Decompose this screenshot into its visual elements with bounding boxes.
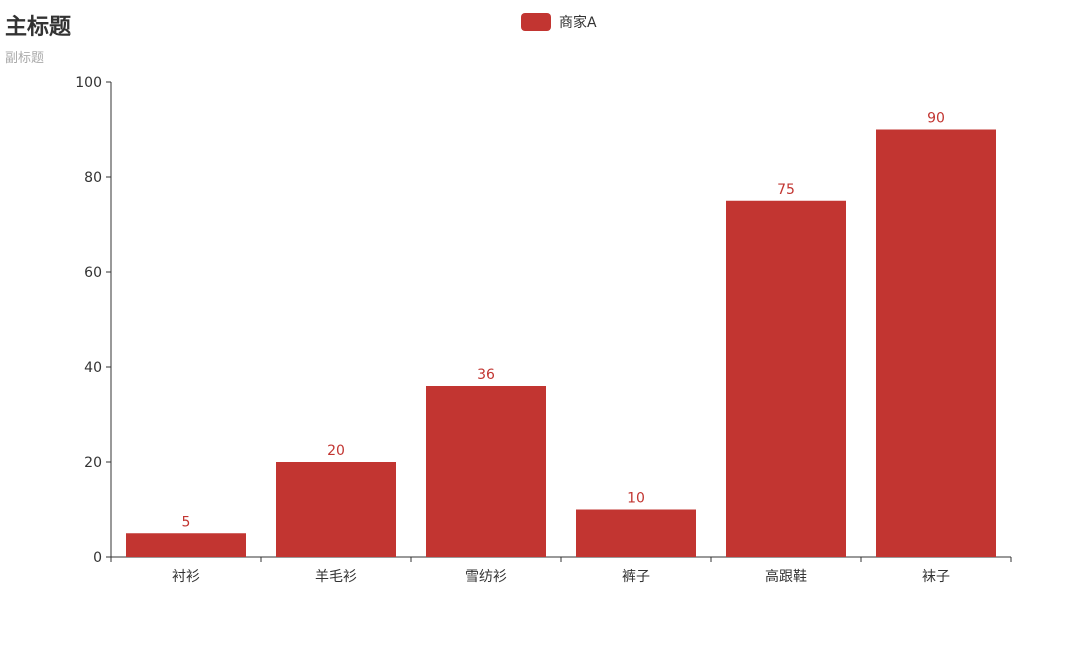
legend-swatch: [521, 13, 551, 31]
y-tick-label: 40: [84, 360, 102, 376]
bar: [726, 200, 846, 557]
data-label: 5: [182, 514, 191, 530]
x-tick-label: 雪纺衫: [465, 569, 507, 585]
y-tick-label: 80: [84, 170, 102, 186]
x-tick-label: 高跟鞋: [765, 568, 807, 585]
data-label: 75: [777, 182, 795, 198]
x-tick-label: 裤子: [622, 569, 650, 585]
y-tick-label: 60: [84, 265, 102, 281]
bar: [426, 386, 546, 557]
data-label: 10: [627, 491, 645, 507]
bar: [576, 509, 696, 557]
y-tick-label: 100: [75, 75, 102, 91]
legend-label: 商家A: [559, 15, 597, 31]
data-label: 36: [477, 367, 495, 383]
data-label: 20: [327, 443, 345, 459]
bar: [276, 462, 396, 557]
x-tick-label: 袜子: [922, 569, 950, 585]
x-tick-label: 羊毛衫: [315, 569, 357, 585]
chart-title: 主标题: [5, 15, 72, 40]
y-tick-label: 0: [93, 550, 102, 566]
bar: [876, 129, 996, 557]
legend[interactable]: 商家A: [521, 12, 597, 32]
bar: [126, 533, 246, 557]
data-label: 90: [927, 111, 945, 127]
y-tick-label: 20: [84, 455, 102, 471]
chart-subtitle: 副标题: [5, 51, 45, 66]
x-tick-label: 衬衫: [172, 569, 200, 585]
